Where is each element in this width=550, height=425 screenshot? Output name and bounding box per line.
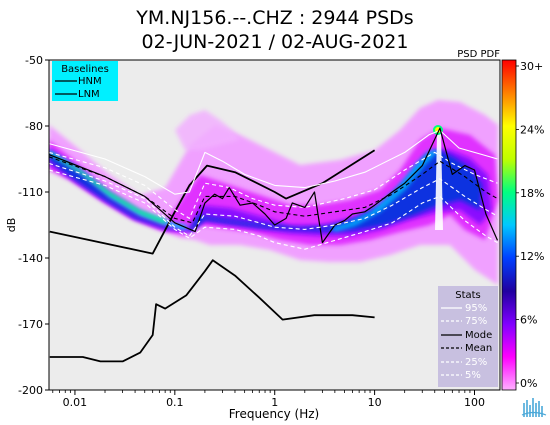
x-axis-label: Frequency (Hz) xyxy=(229,407,320,421)
series-lnm xyxy=(49,259,375,363)
logo xyxy=(521,398,547,417)
density-upper-spots xyxy=(175,110,240,150)
colorbar: PSD PDF 30+ 24% 18% 12% 6% 0% xyxy=(457,49,544,391)
y-tick-label: -170 xyxy=(18,318,43,331)
y-tick-label: -50 xyxy=(25,54,43,67)
colorbar-gradient xyxy=(501,59,517,391)
y-axis-label: dB xyxy=(5,218,18,233)
x-tick-label: 1 xyxy=(271,396,278,409)
series-mean xyxy=(49,156,498,224)
stats-legend-box xyxy=(438,286,498,387)
density-outer xyxy=(49,100,498,285)
x-tick-label: 10 xyxy=(368,396,382,409)
legend-mean-label: Mean xyxy=(465,343,492,354)
x-tick-label: 0.01 xyxy=(63,396,88,409)
colorbar-tick-label: 18% xyxy=(520,187,544,200)
y-tick-label: -140 xyxy=(18,252,43,265)
chart-title: YM.NJ156.--.CHZ : 2944 PSDs xyxy=(136,7,414,29)
series-hnm xyxy=(49,149,376,255)
y-tick-label: -80 xyxy=(25,120,43,133)
colorbar-label: PSD PDF xyxy=(457,49,500,60)
legend-hnm-label: HNM xyxy=(78,76,102,87)
legend-lnm-label: LNM xyxy=(78,89,100,100)
y-tick-label: -110 xyxy=(18,186,43,199)
colorbar-tick-label: 6% xyxy=(520,314,537,327)
series-75pct xyxy=(49,151,498,219)
series-95pct xyxy=(49,129,498,195)
colorbar-tick-label: 30+ xyxy=(520,60,543,73)
legend-mode-label: Mode xyxy=(465,330,492,341)
series-layer xyxy=(49,127,499,363)
baselines-legend-title: Baselines xyxy=(61,64,109,75)
colorbar-tick-label: 24% xyxy=(520,123,544,136)
chart-subtitle: 02-JUN-2021 / 02-AUG-2021 xyxy=(141,31,409,53)
x-tick-label: 100 xyxy=(464,396,485,409)
density-cyan-right xyxy=(330,150,440,232)
series-25pct xyxy=(49,162,498,237)
x-axis: Frequency (Hz) 0.01 0.1 1 10 100 xyxy=(52,390,485,421)
colorbar-tick-label: 0% xyxy=(520,377,537,390)
stats-legend: Stats 95% 75% Mode Mean 25% 5% xyxy=(438,286,498,387)
series-mode xyxy=(49,127,499,244)
legend-5-label: 5% xyxy=(465,370,481,381)
stats-legend-title: Stats xyxy=(455,290,481,301)
series-5pct xyxy=(49,169,498,250)
density-green xyxy=(49,152,165,224)
baselines-legend: Baselines HNM LNM xyxy=(52,61,118,101)
legend-25-label: 25% xyxy=(465,357,487,368)
colorbar-tick-label: 12% xyxy=(520,250,544,263)
psd-density xyxy=(49,100,498,285)
y-tick-label: -200 xyxy=(18,384,43,397)
legend-95-label: 95% xyxy=(465,303,487,314)
legend-75-label: 75% xyxy=(465,316,487,327)
x-tick-label: 0.1 xyxy=(166,396,184,409)
y-axis: dB -50 -80 -110 -140 -170 -200 xyxy=(5,54,49,397)
